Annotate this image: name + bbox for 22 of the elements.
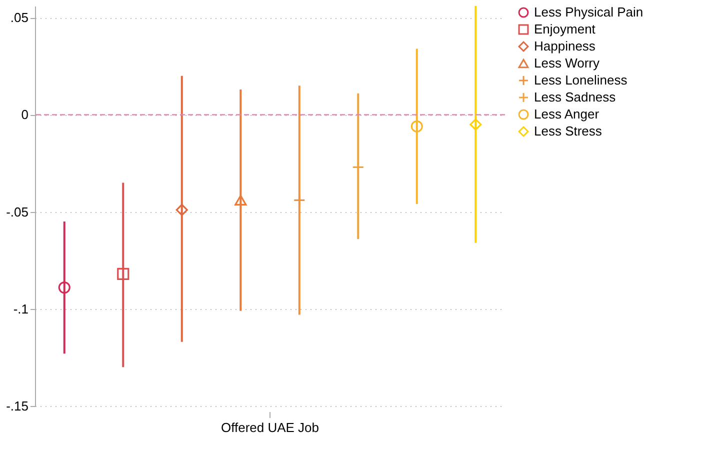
point bbox=[234, 194, 247, 206]
y-tick-label: -.1 bbox=[13, 301, 28, 316]
legend-label: Happiness bbox=[534, 38, 596, 54]
y-tick-label: -.15 bbox=[6, 398, 28, 414]
text: Offered UAE Job bbox=[220, 420, 320, 435]
point bbox=[117, 268, 130, 280]
point bbox=[352, 161, 364, 174]
legend-label: Enjoyment bbox=[534, 22, 596, 36]
point bbox=[293, 194, 306, 206]
legend-label: Less Physical Pain bbox=[534, 4, 644, 20]
legend-label: Less Sadness bbox=[534, 90, 616, 104]
point bbox=[58, 282, 70, 294]
legend-label: Less Worry bbox=[534, 56, 600, 70]
point bbox=[470, 118, 482, 130]
y-tick-label: 0 bbox=[21, 107, 28, 122]
legend-label: Less Loneliness bbox=[534, 72, 628, 88]
point bbox=[410, 120, 423, 132]
point bbox=[176, 204, 188, 216]
y-tick-label: .05 bbox=[10, 10, 28, 26]
y-tick-label: -.05 bbox=[6, 204, 28, 220]
legend-label: Less Stress bbox=[534, 124, 602, 138]
legend-label: Less Anger bbox=[534, 106, 600, 122]
